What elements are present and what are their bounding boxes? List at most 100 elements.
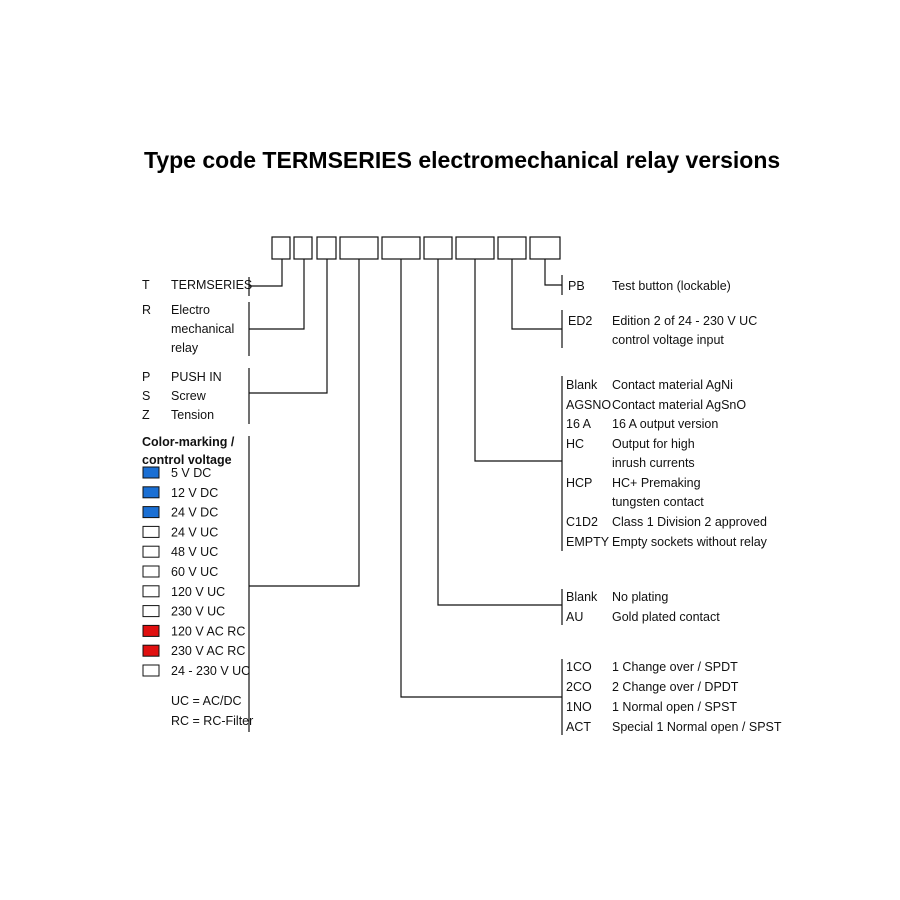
- option-code: T: [142, 278, 150, 292]
- code-box-configuration: [381, 236, 421, 260]
- voltage-color-swatch: [142, 545, 160, 558]
- option-label: Gold plated contact: [612, 610, 720, 624]
- voltage-label: 60 V UC: [171, 565, 218, 579]
- connector-plating: [437, 259, 562, 606]
- option-label: Edition 2 of 24 - 230 V UC: [612, 314, 757, 328]
- option-label: tungsten contact: [612, 495, 704, 509]
- code-box-edition: [497, 236, 527, 260]
- code-box-voltage: [339, 236, 379, 260]
- connector-t: [249, 259, 283, 287]
- option-label: Contact material AgSnO: [612, 398, 746, 412]
- option-pb: PB Test button (lockable): [568, 279, 731, 293]
- option-code: S: [142, 389, 150, 403]
- option-label: Electro: [171, 303, 210, 317]
- voltage-label: 48 V UC: [171, 545, 218, 559]
- option-label: 1 Normal open / SPST: [612, 700, 737, 714]
- voltage-color-swatch: [142, 466, 160, 479]
- option-label: 16 A output version: [612, 417, 718, 431]
- option-label: Tension: [171, 408, 214, 422]
- contact-options: Blank Contact material AgNi AGSNO Contac…: [566, 378, 768, 549]
- note-rc: RC = RC-Filter: [171, 714, 253, 728]
- option-label: Special 1 Normal open / SPST: [612, 720, 782, 734]
- plating-options: Blank No plating AU Gold plated contact: [566, 590, 720, 624]
- configuration-options: 1CO 1 Change over / SPDT 2CO 2 Change ov…: [566, 660, 782, 734]
- option-code: 1NO: [566, 700, 592, 714]
- option-label: 1 Change over / SPDT: [612, 660, 738, 674]
- option-code: AGSNO: [566, 398, 611, 412]
- connector-configuration: [400, 259, 562, 698]
- code-box-r: [293, 236, 313, 260]
- code-boxes: [271, 236, 561, 260]
- color-heading-line: Color-marking /: [142, 435, 235, 449]
- option-label: control voltage input: [612, 333, 724, 347]
- option-t: T TERMSERIES: [142, 278, 252, 292]
- option-code: ACT: [566, 720, 591, 734]
- option-code: PB: [568, 279, 585, 293]
- code-box-connection: [316, 236, 337, 260]
- connector-test-button: [544, 259, 562, 286]
- option-code: ED2: [568, 314, 592, 328]
- color-heading-line: control voltage: [142, 453, 232, 467]
- voltage-color-swatch: [142, 525, 160, 538]
- option-code: AU: [566, 610, 583, 624]
- option-code: HC: [566, 437, 584, 451]
- option-label: TERMSERIES: [171, 278, 252, 292]
- voltage-color-swatch: [142, 486, 160, 499]
- option-code: 1CO: [566, 660, 592, 674]
- connector-r: [249, 259, 305, 330]
- note-uc: UC = AC/DC: [171, 694, 242, 708]
- voltage-list: 5 V DC 12 V DC 24 V DC 24 V UC 48 V UC 60 V U…: [142, 466, 250, 678]
- voltage-label: 5 V DC: [171, 466, 211, 480]
- connector-edition: [511, 259, 562, 330]
- option-code: EMPTY: [566, 535, 610, 549]
- option-code: 16 A: [566, 417, 592, 431]
- option-label: Empty sockets without relay: [612, 535, 768, 549]
- voltage-label: 120 V AC RC: [171, 624, 245, 638]
- option-code: Blank: [566, 590, 598, 604]
- option-label: Output for high: [612, 437, 695, 451]
- code-box-t: [271, 236, 291, 260]
- option-label: relay: [171, 341, 199, 355]
- voltage-color-swatch: [142, 506, 160, 519]
- code-box-plating: [423, 236, 453, 260]
- option-label: No plating: [612, 590, 668, 604]
- voltage-label: 24 V DC: [171, 506, 218, 520]
- voltage-label: 12 V DC: [171, 486, 218, 500]
- option-label: mechanical: [171, 322, 234, 336]
- option-code: Blank: [566, 378, 598, 392]
- code-box-test-button: [529, 236, 561, 260]
- voltage-label: 120 V UC: [171, 585, 225, 599]
- option-label: PUSH IN: [171, 370, 222, 384]
- voltage-label: 230 V UC: [171, 605, 225, 619]
- option-label: Screw: [171, 389, 207, 403]
- voltage-color-swatch: [142, 664, 160, 677]
- voltage-color-swatch: [142, 605, 160, 618]
- connector-lines: [248, 259, 563, 735]
- connector-connection: [249, 259, 328, 394]
- voltage-color-swatch: [142, 644, 160, 657]
- option-code: Z: [142, 408, 150, 422]
- voltage-color-swatch: [142, 624, 160, 637]
- option-label: Test button (lockable): [612, 279, 731, 293]
- option-label: Contact material AgNi: [612, 378, 733, 392]
- option-code: P: [142, 370, 150, 384]
- option-label: HC+ Premaking: [612, 476, 701, 490]
- voltage-label: 24 - 230 V UC: [171, 664, 250, 678]
- voltage-label: 230 V AC RC: [171, 644, 245, 658]
- option-ed2: ED2 Edition 2 of 24 - 230 V UC control v…: [568, 314, 757, 347]
- code-box-contact: [455, 236, 495, 260]
- connection-options: P PUSH IN S Screw Z Tension: [142, 370, 222, 422]
- option-code: R: [142, 303, 151, 317]
- voltage-color-swatch: [142, 565, 160, 578]
- option-label: 2 Change over / DPDT: [612, 680, 739, 694]
- option-code: HCP: [566, 476, 592, 490]
- option-label: inrush currents: [612, 456, 695, 470]
- connector-voltage: [249, 259, 360, 587]
- connector-contact: [474, 259, 562, 462]
- voltage-color-swatch: [142, 585, 160, 598]
- option-code: 2CO: [566, 680, 592, 694]
- option-code: C1D2: [566, 515, 598, 529]
- diagram-title: Type code TERMSERIES electromechanical r…: [144, 147, 780, 173]
- option-label: Class 1 Division 2 approved: [612, 515, 767, 529]
